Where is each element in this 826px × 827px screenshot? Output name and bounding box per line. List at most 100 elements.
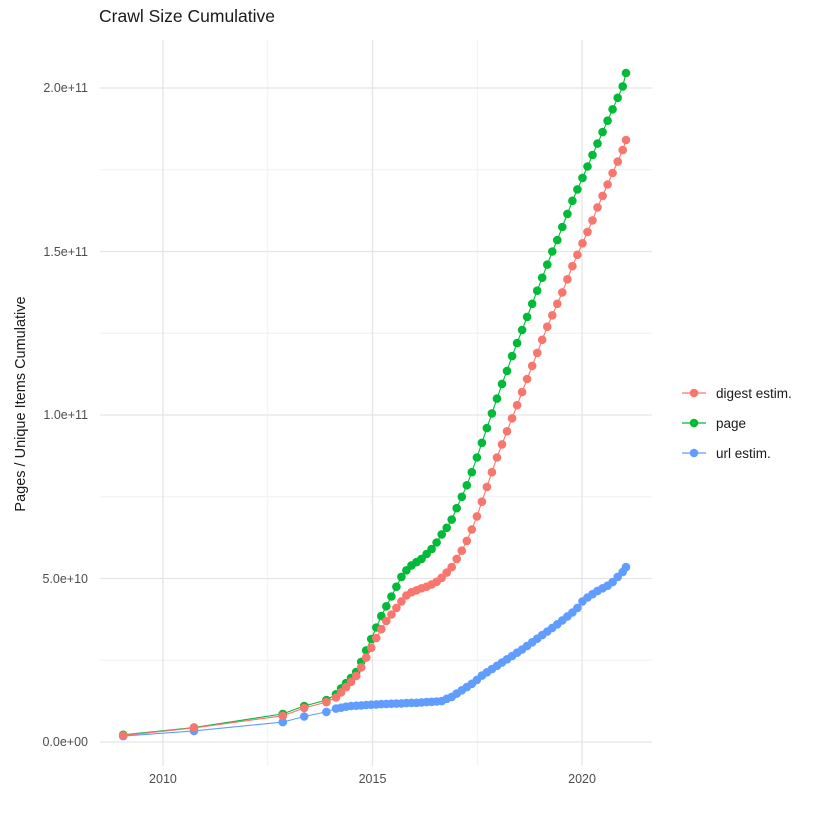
y-tick-label: 1.0e+11 <box>43 408 88 422</box>
data-point <box>457 546 467 555</box>
data-point <box>522 312 532 322</box>
data-point <box>482 423 492 433</box>
data-point <box>588 150 597 160</box>
data-point <box>462 536 472 546</box>
data-point <box>457 492 467 502</box>
data-point <box>487 467 497 477</box>
data-point <box>492 394 502 403</box>
series-line-urlestim <box>123 566 627 737</box>
data-point <box>472 512 482 521</box>
data-point <box>322 707 331 717</box>
data-point <box>613 157 622 166</box>
legend-key-dot <box>689 388 699 398</box>
data-point <box>372 633 381 643</box>
data-point <box>532 286 542 296</box>
data-point <box>382 602 391 611</box>
data-point <box>477 497 487 507</box>
data-point <box>387 592 396 601</box>
data-point <box>598 127 607 137</box>
data-point <box>588 216 597 225</box>
data-point <box>558 288 567 297</box>
data-point <box>532 348 542 358</box>
data-point <box>442 568 452 577</box>
data-point <box>472 453 482 462</box>
data-point <box>527 299 537 309</box>
legend-key-icon <box>682 388 706 398</box>
data-point <box>578 173 587 183</box>
legend-item: url estim. <box>681 438 792 468</box>
data-point <box>462 481 472 490</box>
data-point <box>593 139 602 148</box>
data-point <box>351 671 361 681</box>
legend-item-label: page <box>716 415 747 431</box>
data-point <box>366 643 376 653</box>
data-point <box>573 185 582 194</box>
data-point <box>299 703 309 713</box>
data-point <box>563 275 572 284</box>
data-point <box>447 515 457 524</box>
data-point <box>603 180 612 189</box>
data-point <box>397 597 406 606</box>
data-point <box>517 387 527 397</box>
data-point <box>613 93 622 103</box>
y-tick-label: 5.0e+10 <box>42 571 88 586</box>
data-point <box>377 624 386 634</box>
data-point <box>553 235 562 245</box>
data-point <box>447 562 457 572</box>
data-point <box>537 335 547 345</box>
series-line-digestestim <box>123 139 627 737</box>
data-point <box>621 68 631 78</box>
data-point <box>392 582 401 591</box>
data-point <box>573 603 582 613</box>
data-point <box>573 250 582 260</box>
y-tick-label: 0.0e+00 <box>42 735 88 749</box>
data-point <box>522 374 532 384</box>
data-point <box>507 351 517 361</box>
data-point <box>482 482 492 492</box>
data-point <box>563 209 572 219</box>
data-point <box>507 414 517 423</box>
legend-key-dot <box>689 448 699 458</box>
data-point <box>568 196 577 206</box>
data-point <box>578 239 587 248</box>
data-point <box>442 523 452 533</box>
data-point <box>397 572 406 582</box>
x-tick-label: 2010 <box>149 772 177 786</box>
data-point <box>543 260 552 269</box>
data-point <box>452 554 462 564</box>
data-point <box>467 525 477 534</box>
legend-key-icon <box>682 448 706 458</box>
data-point <box>548 311 557 320</box>
data-point <box>517 325 527 335</box>
y-tick-label: 1.5e+11 <box>43 244 88 259</box>
data-point <box>382 616 391 626</box>
x-tick-label: 2020 <box>568 772 596 786</box>
legend-key-dot <box>689 418 699 428</box>
data-point <box>603 116 612 125</box>
data-point <box>387 610 396 619</box>
legend-item: page <box>681 408 792 438</box>
data-point <box>278 711 288 721</box>
data-point <box>527 361 537 371</box>
data-point <box>356 663 366 672</box>
data-point <box>189 723 199 733</box>
data-point <box>621 135 631 145</box>
data-point <box>427 544 436 554</box>
data-point <box>548 247 557 256</box>
legend-item-label: digest estim. <box>716 385 792 401</box>
data-point <box>299 712 309 721</box>
data-point <box>621 562 631 572</box>
legend-item-label: url estim. <box>716 445 771 461</box>
data-point <box>618 82 627 91</box>
data-point <box>558 222 567 232</box>
data-point <box>492 453 502 462</box>
data-point <box>497 440 507 449</box>
data-point <box>452 503 462 513</box>
data-point <box>392 603 401 613</box>
data-point <box>583 227 592 237</box>
data-point <box>346 677 356 687</box>
data-point <box>568 261 577 271</box>
data-point <box>618 145 627 155</box>
